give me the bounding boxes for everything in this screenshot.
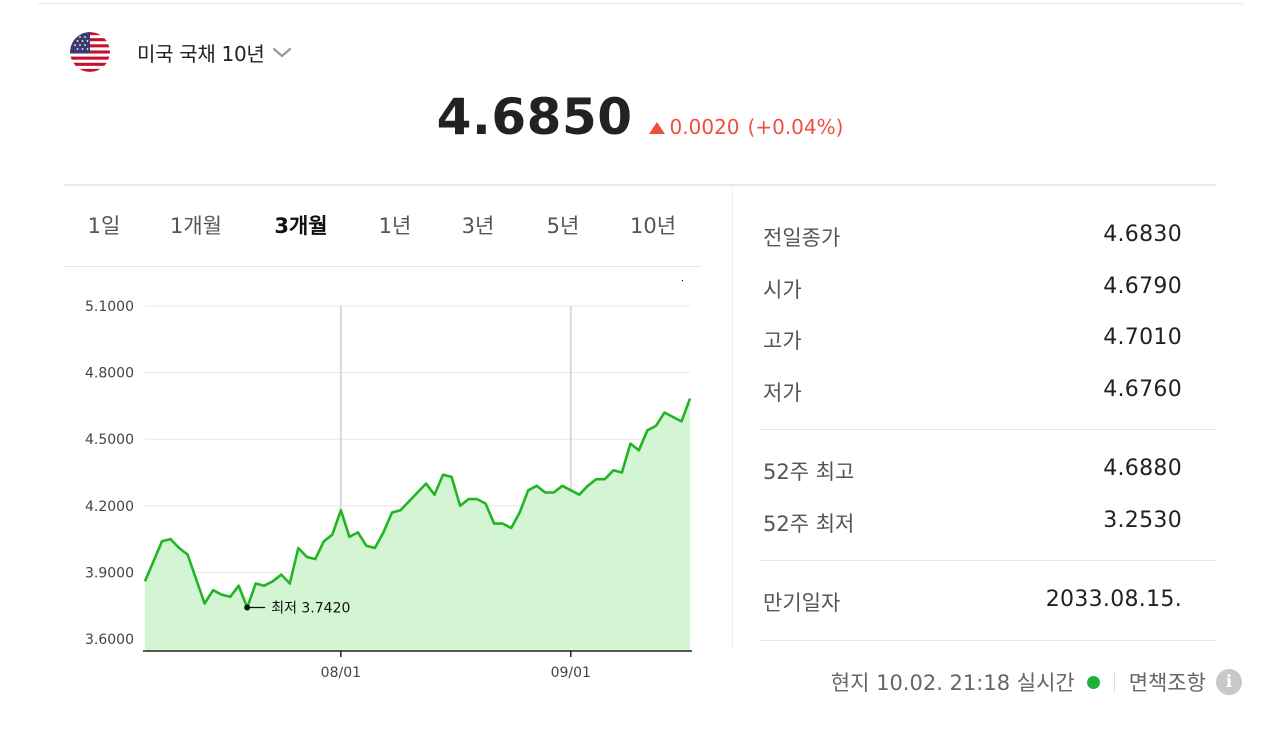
x-tick-label: 09/01 [551, 665, 591, 681]
period-tabs: 1일 1개월 3개월 1년 3년 5년 10년 [64, 196, 702, 266]
us-flag-icon [70, 32, 110, 72]
stat-label: 저가 [763, 380, 802, 405]
y-tick-label: 3.9000 [85, 565, 134, 581]
tabs-divider [64, 266, 702, 267]
stat-value: 4.6830 [1103, 222, 1182, 247]
footer: 현지 10.02. 21:18 실시간 면책조항 i [831, 667, 1242, 697]
stat-row: 52주 최고 4.6880 [760, 444, 1216, 496]
y-tick-label: 3.6000 [85, 632, 134, 648]
tab-1[interactable]: 1일 [87, 214, 121, 238]
tab-6[interactable]: 5년 [546, 214, 580, 238]
area-fill [145, 398, 690, 651]
series-line [143, 398, 692, 609]
stat-row: 저가 4.6760 [760, 365, 1216, 417]
stat-row: 만기일자 2033.08.15. [760, 575, 1216, 627]
yield-chart: 5.1000 4.8000 4.5000 4.2000 3.9000 3.6000 08/0… [85, 280, 720, 681]
stat-label: 고가 [763, 329, 802, 353]
stat-divider [760, 560, 1216, 561]
info-icon[interactable]: i [1216, 669, 1242, 695]
stat-label: 시가 [763, 277, 802, 302]
low-label: 최저 3.7420 [271, 600, 350, 616]
stat-row: 고가 4.7010 [760, 313, 1216, 365]
change-percent: (+0.04%) [747, 115, 844, 139]
chevron-down-icon[interactable] [270, 40, 294, 64]
stat-label: 전일종가 [763, 226, 841, 250]
stat-value: 3.2530 [1103, 507, 1182, 533]
stat-divider [760, 639, 1216, 641]
stat-value: 4.6760 [1103, 376, 1182, 402]
disclaimer-link[interactable]: 면책조항 [1128, 671, 1206, 695]
stat-value: 2033.08.15. [1045, 587, 1182, 612]
panel-divider [732, 186, 733, 650]
tab-3[interactable]: 3개월 [274, 214, 328, 238]
stat-label: 만기일자 [763, 591, 841, 615]
stat-label: 52주 최고 [763, 460, 855, 484]
bond-name-selector[interactable]: 미국 국채 10년 [137, 41, 265, 66]
live-indicator-icon [1086, 675, 1100, 689]
low-point [244, 604, 251, 611]
tab-5[interactable]: 3년 [461, 214, 495, 238]
timestamp: 현지 10.02. 21:18 실시간 [830, 671, 1075, 695]
bond-header: 미국 국채 10년 [70, 32, 294, 72]
stat-row: 전일종가 4.6830 [760, 210, 1216, 262]
stat-value: 4.6880 [1103, 456, 1182, 481]
tab-7[interactable]: 10년 [629, 214, 677, 238]
stat-label: 52주 최저 [763, 511, 855, 536]
quote-row: 4.6850 0.0020 (+0.04%) [0, 88, 1280, 146]
stat-row: 시가 4.6790 [760, 262, 1216, 314]
y-tick-label: 5.1000 [85, 299, 134, 315]
price-change: 0.0020 (+0.04%) [648, 115, 844, 139]
y-tick-label: 4.8000 [85, 366, 134, 382]
stat-value: 4.6790 [1103, 273, 1182, 299]
stat-value: 4.7010 [1103, 325, 1182, 350]
y-tick-label: 4.2000 [85, 499, 134, 515]
change-value: 0.0020 [669, 115, 740, 139]
main-divider [64, 184, 1216, 186]
stat-row: 52주 최저 3.2530 [760, 496, 1216, 548]
current-price: 4.6850 [436, 88, 633, 146]
stat-divider [760, 429, 1216, 430]
top-divider [38, 3, 1243, 4]
footer-separator [1113, 671, 1115, 693]
tab-2[interactable]: 1개월 [169, 214, 223, 238]
y-tick-label: 4.5000 [85, 432, 134, 448]
high-label: 최고 4.6830 [672, 280, 720, 284]
tab-4[interactable]: 1년 [378, 214, 412, 238]
stats-panel: 전일종가 4.6830 시가 4.6790 고가 4.7010 저가 4.6760 52주 최고… [760, 210, 1216, 655]
x-tick-label: 08/01 [321, 665, 361, 681]
up-triangle-icon [648, 122, 665, 134]
